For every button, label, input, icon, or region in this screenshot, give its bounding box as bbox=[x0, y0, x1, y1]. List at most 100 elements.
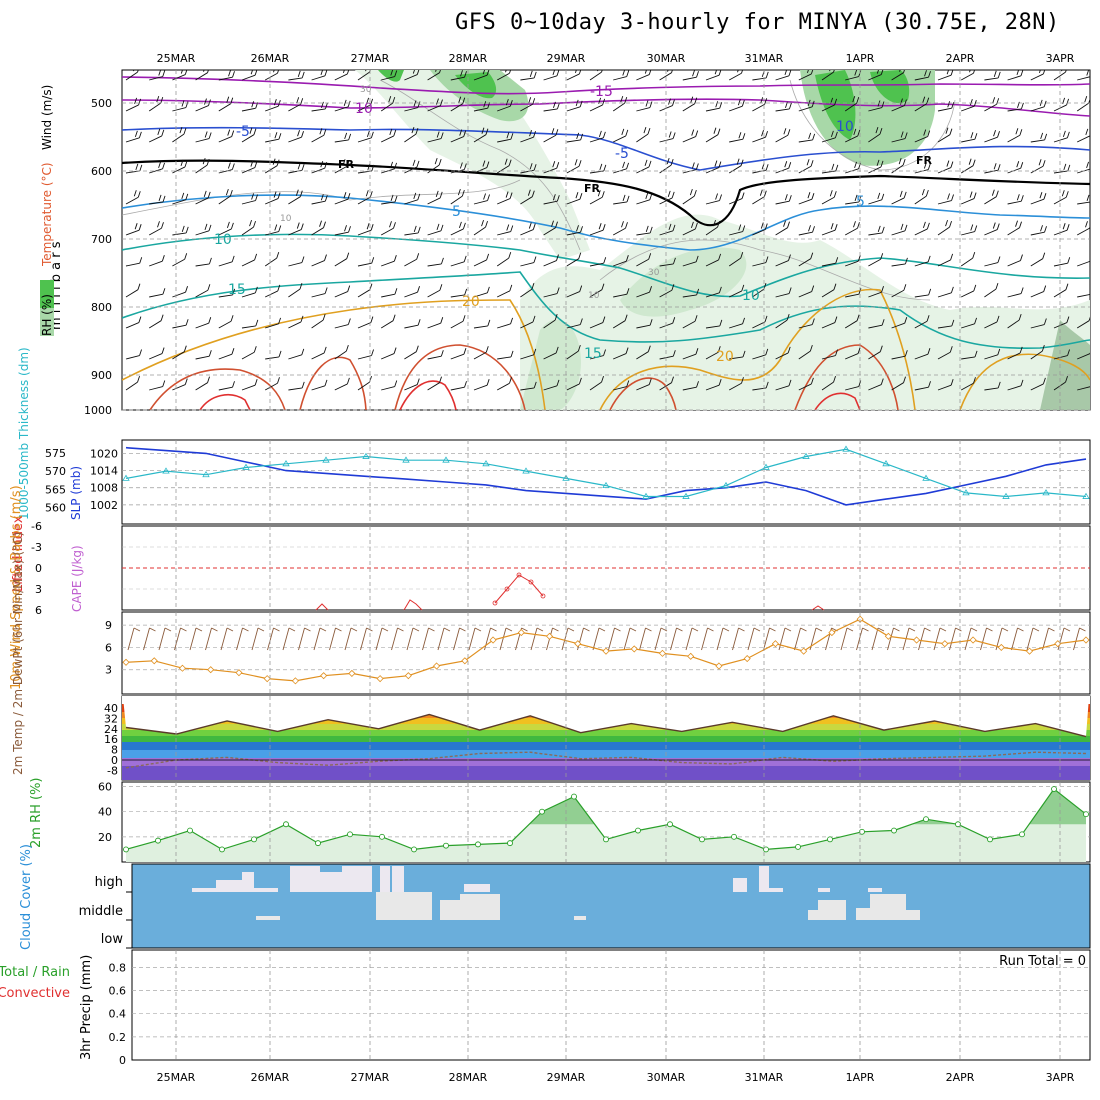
rh-tick: 60 bbox=[98, 781, 112, 794]
li-tick: -6 bbox=[31, 520, 42, 533]
wind-point bbox=[800, 647, 808, 655]
contour-label: 5 bbox=[452, 204, 461, 220]
date-label: 1APR bbox=[846, 52, 875, 65]
thickness-tick: 560 bbox=[45, 501, 66, 514]
date-label: 31MAR bbox=[745, 52, 784, 65]
wind-point bbox=[913, 636, 921, 644]
wind-point bbox=[658, 649, 667, 657]
rh-point bbox=[123, 846, 129, 853]
rh-point bbox=[667, 821, 673, 828]
lifted-index-point bbox=[504, 586, 510, 592]
contour-label: 10 bbox=[742, 288, 760, 304]
rh-point bbox=[187, 827, 193, 834]
contour-label: FR bbox=[584, 182, 601, 195]
temperature-label: Temperature (°C) bbox=[40, 162, 54, 267]
precip-tick: 0.6 bbox=[109, 985, 127, 998]
contour-label: 20 bbox=[462, 294, 480, 310]
rh-tick: 40 bbox=[98, 806, 112, 819]
slp-tick: 1014 bbox=[90, 465, 118, 478]
li-tick: 6 bbox=[35, 604, 42, 617]
wind-tick: 9 bbox=[105, 619, 112, 632]
rh-point bbox=[411, 846, 417, 853]
contour-label: -5 bbox=[236, 124, 250, 140]
temp-tick: -8 bbox=[107, 764, 118, 777]
wind-point bbox=[545, 632, 554, 640]
rh-point bbox=[1083, 811, 1089, 818]
precip-tick: 0.8 bbox=[109, 961, 127, 974]
contour-label: FR bbox=[338, 158, 355, 171]
date-label: 28MAR bbox=[449, 1071, 488, 1084]
rh-point bbox=[571, 793, 577, 800]
temp-above-mask bbox=[123, 697, 1089, 737]
wind-tick: 6 bbox=[105, 641, 112, 654]
slp-line bbox=[125, 446, 1087, 506]
temp-tick: 32 bbox=[104, 712, 118, 725]
dewpoint-line bbox=[125, 751, 1087, 769]
rh-point bbox=[603, 836, 609, 843]
rh-point bbox=[283, 821, 289, 828]
cloud-blocks-mid bbox=[256, 892, 920, 920]
precip-frame bbox=[131, 949, 1091, 1061]
pressure-tick: 1000 bbox=[84, 404, 112, 417]
rh-contours bbox=[122, 79, 956, 301]
wind-point bbox=[348, 669, 356, 677]
rh-point bbox=[507, 840, 513, 847]
precip-panel: 0 0.2 0.4 0.6 0.8 Run Total = 0 3hr Precip (… bbox=[0, 949, 1091, 1067]
wind-point bbox=[574, 640, 582, 648]
temp-line bbox=[125, 713, 1087, 738]
thickness-point bbox=[842, 445, 850, 452]
rh-tick: 20 bbox=[98, 831, 112, 844]
rh-point bbox=[539, 808, 545, 815]
wind-point bbox=[941, 640, 949, 648]
date-label: 29MAR bbox=[547, 52, 586, 65]
date-label: 29MAR bbox=[547, 1071, 586, 1084]
rh-point bbox=[731, 833, 737, 840]
cloud-cover-panel: high middle low Cloud Cover (%) bbox=[19, 844, 1091, 950]
contour-label: 20 bbox=[716, 349, 734, 365]
cloud-layer-label: middle bbox=[79, 904, 123, 919]
wind-point bbox=[404, 672, 412, 680]
thickness-tick: 575 bbox=[45, 447, 66, 460]
wind-tick: 3 bbox=[105, 664, 112, 677]
date-label: 3APR bbox=[1046, 52, 1075, 65]
li-tick: -3 bbox=[31, 541, 42, 554]
wind-10m-barbs bbox=[127, 627, 1086, 651]
contour-label: 15 bbox=[228, 282, 246, 298]
wind-point bbox=[630, 645, 638, 653]
date-label: 26MAR bbox=[251, 52, 290, 65]
temp-tick: 24 bbox=[104, 723, 118, 736]
rh-point bbox=[891, 827, 897, 834]
wind-point bbox=[122, 658, 130, 666]
wind-point bbox=[461, 657, 469, 665]
contour-label: 10 bbox=[588, 291, 600, 301]
wind-point bbox=[376, 675, 384, 683]
slp-tick: 1020 bbox=[90, 447, 118, 460]
rh-point bbox=[923, 816, 929, 823]
rh-point bbox=[475, 841, 481, 848]
precip-convective-label: Convective bbox=[0, 986, 70, 1001]
precip-tick: 0 bbox=[119, 1054, 126, 1067]
precip-total-label: Total / Rain bbox=[0, 965, 70, 980]
date-label: 3APR bbox=[1046, 1071, 1075, 1084]
pressure-tick: 600 bbox=[91, 165, 112, 178]
thickness-tick: 565 bbox=[45, 483, 66, 496]
date-label: 30MAR bbox=[647, 52, 686, 65]
lifted-index-point bbox=[516, 572, 522, 578]
wind-point bbox=[997, 643, 1005, 651]
chart-title: GFS 0~10day 3-hourly for MINYA (30.75E, … bbox=[455, 10, 1060, 35]
lifted-index-point bbox=[540, 593, 546, 599]
rh2m-ylabel: 2m RH (%) bbox=[29, 777, 44, 848]
cloud-layer-label: low bbox=[101, 932, 124, 947]
rh-point bbox=[219, 846, 225, 853]
rh-point bbox=[827, 836, 833, 843]
day-gridlines bbox=[175, 70, 1061, 1060]
wind-10m-panel: 3 6 9 10m Wind Speed & Barbs (m/s) bbox=[9, 485, 1091, 695]
date-label: 31MAR bbox=[745, 1071, 784, 1084]
wind-point bbox=[771, 640, 779, 648]
wind-point bbox=[602, 647, 610, 655]
temp-tick: 0 bbox=[111, 754, 118, 767]
thickness-point bbox=[162, 467, 170, 474]
wind-point bbox=[433, 662, 441, 670]
wind-point bbox=[1025, 647, 1034, 655]
